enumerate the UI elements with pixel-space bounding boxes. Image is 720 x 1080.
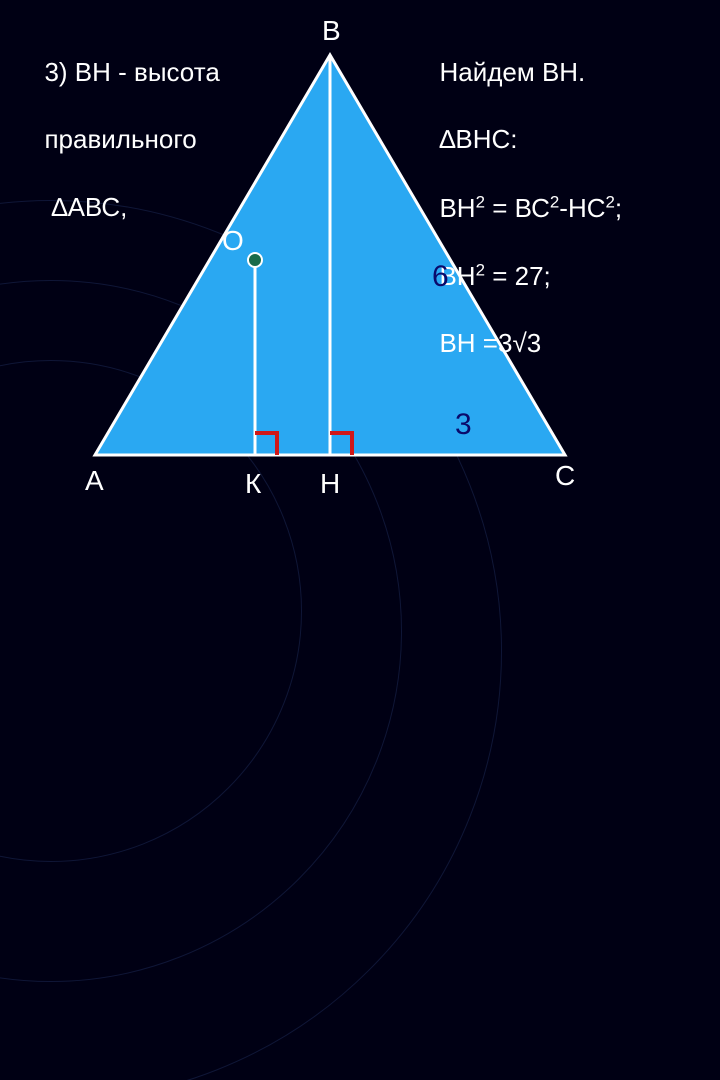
- sol-line2: ∆ВНС:: [439, 124, 517, 154]
- label-o: О: [222, 225, 244, 257]
- measure-side-6: 6: [432, 260, 449, 294]
- label-b: В: [322, 15, 341, 47]
- solution-block: Найдем ВН. ∆ВНС: ВН2 = ВС2-НС2; ВН2 = 27…: [425, 22, 622, 361]
- label-h: Н: [320, 468, 340, 500]
- sol-line5: ВН =3√3: [439, 328, 541, 358]
- measure-base-3: 3: [455, 408, 472, 442]
- label-a: А: [85, 465, 104, 497]
- stmt-line1: 3) ВН - высота: [44, 57, 219, 87]
- problem-statement: 3) ВН - высота правильного ∆АВС,: [30, 22, 220, 225]
- sol-line1: Найдем ВН.: [439, 57, 585, 87]
- stmt-line3: ∆АВС,: [44, 192, 127, 222]
- label-c: С: [555, 460, 575, 492]
- sol-line3: ВН2 = ВС2-НС2;: [439, 193, 622, 223]
- sol-line4: ВН2 = 27;: [439, 261, 550, 291]
- stmt-line2: правильного: [44, 124, 196, 154]
- label-k: К: [245, 468, 261, 500]
- point-o: [248, 253, 262, 267]
